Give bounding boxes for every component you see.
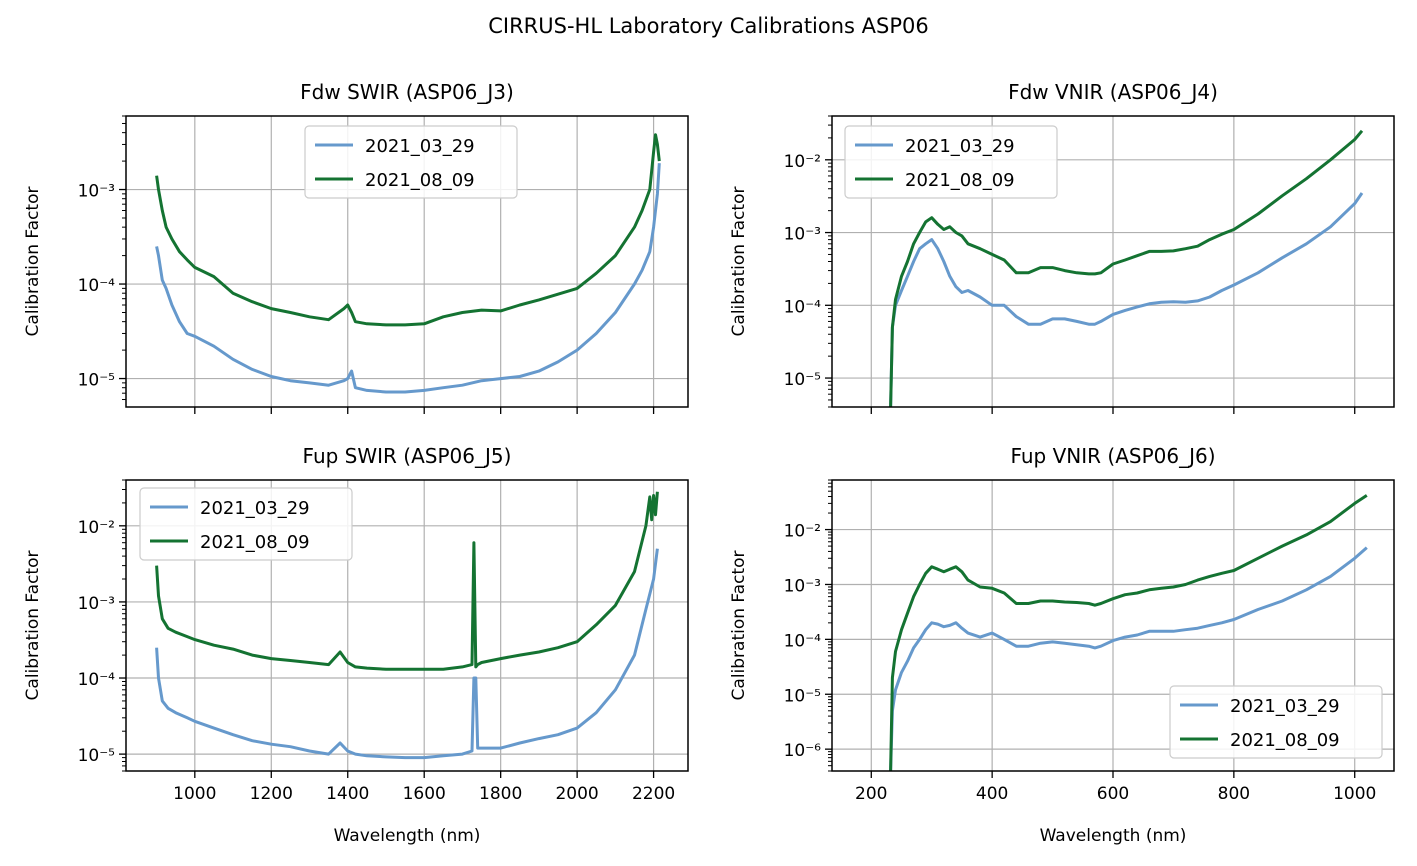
series-line-2021_03_29 <box>155 548 659 760</box>
y-axis-label: Calibration Factor <box>729 187 749 337</box>
legend-entry: 2021_08_09 <box>905 170 1015 191</box>
y-tick-label: 10⁻⁴ <box>784 631 822 651</box>
y-tick-label: 10⁻⁵ <box>784 370 821 390</box>
series-line-2021_08_09 <box>155 491 659 671</box>
x-tick-label: 400 <box>976 784 1008 804</box>
y-tick-label: 10⁻³ <box>784 576 821 596</box>
x-tick-label: 600 <box>1097 784 1129 804</box>
axes-frame <box>125 479 689 772</box>
legend-entry: 2021_03_29 <box>905 136 1015 157</box>
legend: 2021_03_29 2021_08_09 <box>1169 685 1383 759</box>
y-tick-label: 10⁻⁵ <box>784 686 821 706</box>
x-tick-label: 800 <box>1218 784 1250 804</box>
y-tick-label: 10⁻² <box>78 518 115 538</box>
y-axis-label: Calibration Factor <box>729 551 749 701</box>
y-tick-label: 10⁻⁶ <box>784 741 822 761</box>
subplot-4: 200 400 600 800 1000 10⁻⁶ 10⁻⁵ 10⁻⁴ 10⁻³ 10⁻² Fup … <box>729 444 1395 846</box>
x-tick-label: 1000 <box>1333 784 1376 804</box>
legend-entry: 2021_03_29 <box>365 136 475 157</box>
y-tick-label: 10⁻⁴ <box>78 670 116 690</box>
subplot-title: Fup VNIR (ASP06_J6) <box>1010 444 1215 468</box>
y-tick-label: 10⁻³ <box>78 594 115 614</box>
x-tick-label: 1800 <box>479 784 522 804</box>
legend-box <box>304 125 518 199</box>
y-tick-label: 10⁻⁴ <box>78 276 116 296</box>
series-line-2021_03_29 <box>889 192 1364 407</box>
legend-box <box>139 487 353 561</box>
y-tick-label: 10⁻⁵ <box>78 371 115 391</box>
subplot-2: 10⁻⁵ 10⁻⁴ 10⁻³ 10⁻² Fdw VNIR (ASP06_J4) Calib… <box>729 80 1395 414</box>
legend-entry: 2021_03_29 <box>200 498 310 519</box>
axes-frame <box>125 115 689 408</box>
legend-entry: 2021_08_09 <box>200 532 310 553</box>
subplot-3: 1000 1200 1400 1600 1800 2000 2200 10⁻⁵ 10⁻⁴ 10⁻³… <box>23 444 689 846</box>
y-axis-label: Calibration Factor <box>23 187 43 337</box>
legend: 2021_03_29 2021_08_09 <box>304 125 518 199</box>
legend-box <box>1169 685 1383 759</box>
legend-entry: 2021_08_09 <box>365 170 475 191</box>
x-axis-label: Wavelength (nm) <box>1040 826 1187 846</box>
x-tick-label: 2000 <box>555 784 598 804</box>
series-line-2021_08_09 <box>889 129 1364 407</box>
x-tick-label: 1000 <box>173 784 216 804</box>
x-axis-label: Wavelength (nm) <box>334 826 481 846</box>
y-tick-label: 10⁻² <box>784 522 821 542</box>
subplot-1: 10⁻⁵ 10⁻⁴ 10⁻³ Fdw SWIR (ASP06_J3) Calibrati… <box>23 80 689 414</box>
x-tick-label: 200 <box>855 784 887 804</box>
y-tick-label: 10⁻² <box>784 152 821 172</box>
y-tick-label: 10⁻³ <box>78 182 115 202</box>
legend-box <box>844 125 1058 199</box>
x-tick-label: 1400 <box>326 784 369 804</box>
y-tick-label: 10⁻⁴ <box>784 297 822 317</box>
figure-suptitle: CIRRUS-HL Laboratory Calibrations ASP06 <box>488 14 929 38</box>
legend: 2021_03_29 2021_08_09 <box>139 487 353 561</box>
series-line-2021_03_29 <box>889 546 1368 771</box>
subplot-title: Fdw SWIR (ASP06_J3) <box>300 80 514 104</box>
x-tick-label: 2200 <box>632 784 675 804</box>
subplot-title: Fdw VNIR (ASP06_J4) <box>1008 80 1218 104</box>
x-tick-label: 1600 <box>403 784 446 804</box>
series-line-2021_03_29 <box>155 163 661 394</box>
y-tick-label: 10⁻³ <box>784 225 821 245</box>
series-line-2021_08_09 <box>889 494 1368 771</box>
legend-entry: 2021_08_09 <box>1230 730 1340 751</box>
x-tick-label: 1200 <box>250 784 293 804</box>
legend-entry: 2021_03_29 <box>1230 696 1340 717</box>
y-axis-label: Calibration Factor <box>23 551 43 701</box>
series-line-2021_08_09 <box>155 133 661 327</box>
subplot-title: Fup SWIR (ASP06_J5) <box>303 444 512 468</box>
y-tick-label: 10⁻⁵ <box>78 746 115 766</box>
legend: 2021_03_29 2021_08_09 <box>844 125 1058 199</box>
